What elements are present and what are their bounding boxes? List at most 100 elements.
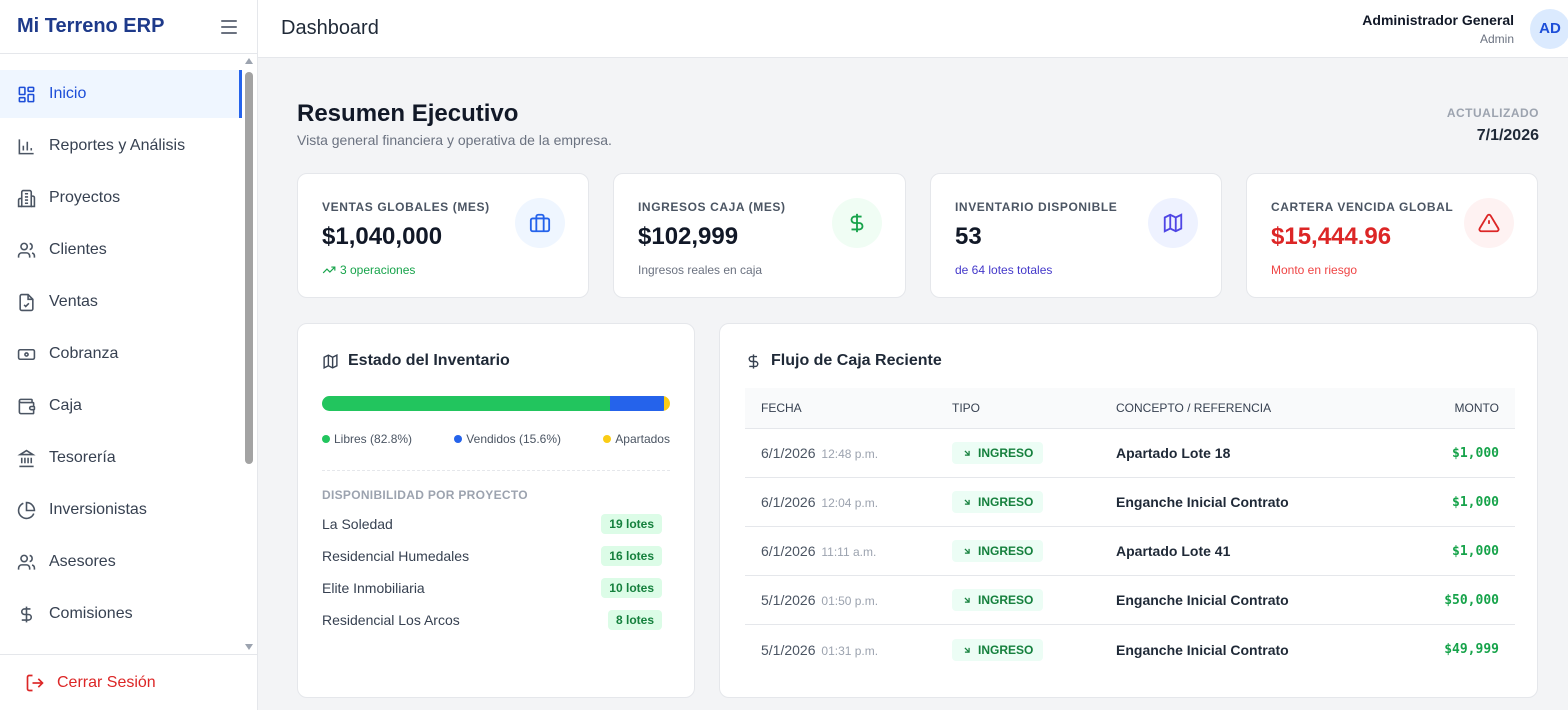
stat-value: $102,999 xyxy=(638,223,739,250)
section-subtitle: Vista general financiera y operativa de … xyxy=(297,132,612,148)
bar-segment-vendidos xyxy=(610,396,665,411)
inventory-card: Estado del Inventario Libres (82.8%) Ven… xyxy=(297,323,695,698)
lots-badge: 19 lotes xyxy=(601,514,662,534)
stat-label: INVENTARIO DISPONIBLE xyxy=(955,200,1118,214)
project-name: Residencial Los Arcos xyxy=(322,612,460,628)
bank-icon xyxy=(17,449,36,467)
cell-concept: Apartado Lote 41 xyxy=(1116,543,1231,559)
project-name: Residencial Humedales xyxy=(322,548,470,564)
sidebar-item-label: Asesores xyxy=(49,553,116,570)
arrow-down-right-icon xyxy=(964,450,970,456)
table-row[interactable]: 6/1/2026 12:48 p.m. INGRESO Apartado Lot… xyxy=(745,429,1515,478)
building-icon xyxy=(17,189,36,207)
inventory-title: Estado del Inventario xyxy=(322,352,670,370)
dollar-icon xyxy=(832,198,882,248)
stat-card-cartera: CARTERA VENCIDA GLOBAL $15,444.96 Monto … xyxy=(1246,173,1538,298)
sidebar-item-label: Comisiones xyxy=(49,605,133,622)
project-row: Elite Inmobiliaria 10 lotes xyxy=(322,572,670,604)
cashflow-title-text: Flujo de Caja Reciente xyxy=(771,352,942,369)
sidebar-item-comisiones[interactable]: Comisiones xyxy=(0,590,242,638)
users-icon xyxy=(17,554,36,570)
type-badge: INGRESO xyxy=(952,442,1044,464)
sidebar-item-ventas[interactable]: Ventas xyxy=(0,278,242,326)
topbar: Dashboard Administrador General Admin AD xyxy=(258,0,1568,58)
cell-date: 5/1/2026 01:50 p.m. xyxy=(761,592,879,608)
sidebar-item-label: Clientes xyxy=(49,241,107,258)
file-check-icon xyxy=(19,293,34,311)
map-icon xyxy=(1148,198,1198,248)
sidebar-item-label: Reportes y Análisis xyxy=(49,137,186,154)
sidebar-item-clientes[interactable]: Clientes xyxy=(0,226,242,274)
divider xyxy=(322,470,670,471)
col-header-concept[interactable]: CONCEPTO / REFERENCIA xyxy=(1116,401,1272,415)
table-row[interactable]: 6/1/2026 12:04 p.m. INGRESO Enganche Ini… xyxy=(745,478,1515,527)
banknote-icon xyxy=(17,348,36,360)
sidebar-item-reportes[interactable]: Reportes y Análisis xyxy=(0,122,242,170)
cell-type: INGRESO xyxy=(952,540,1116,562)
table-row[interactable]: 5/1/2026 01:50 p.m. INGRESO Enganche Ini… xyxy=(745,576,1515,625)
sidebar-scrollbar[interactable] xyxy=(243,56,255,652)
col-header-date[interactable]: FECHA xyxy=(761,401,802,415)
updated-date: 7/1/2026 xyxy=(1476,127,1539,144)
cashflow-table: FECHA TIPO CONCEPTO / REFERENCIA MONTO 6… xyxy=(745,388,1515,674)
scrollbar-thumb[interactable] xyxy=(245,72,253,464)
section-title: Resumen Ejecutivo xyxy=(297,100,519,127)
logout-label: Cerrar Sesión xyxy=(57,673,156,691)
cell-amount: $50,000 xyxy=(1444,592,1499,608)
brand-title: Mi Terreno ERP xyxy=(17,15,165,37)
stat-value: 53 xyxy=(955,223,982,250)
scroll-up-icon[interactable] xyxy=(245,58,253,64)
logout-button[interactable]: Cerrar Sesión xyxy=(0,654,258,710)
stat-label: CARTERA VENCIDA GLOBAL xyxy=(1271,200,1454,214)
table-row[interactable]: 6/1/2026 11:11 a.m. INGRESO Apartado Lot… xyxy=(745,527,1515,576)
inventory-legend: Libres (82.8%) Vendidos (15.6%) Apartado… xyxy=(322,432,670,446)
sidebar-item-proyectos[interactable]: Proyectos xyxy=(0,174,242,222)
bar-segment-libres xyxy=(322,396,611,411)
sidebar-header: Mi Terreno ERP xyxy=(0,0,257,54)
sidebar-item-inicio[interactable]: Inicio xyxy=(0,70,242,118)
sidebar-item-asesores[interactable]: Asesores xyxy=(0,538,242,586)
briefcase-icon xyxy=(515,198,565,248)
sidebar-item-cobranza[interactable]: Cobranza xyxy=(0,330,242,378)
stat-foot: Monto en riesgo xyxy=(1271,263,1513,277)
sidebar-item-label: Inicio xyxy=(49,85,87,102)
user-menu[interactable]: Administrador General Admin AD xyxy=(1362,8,1568,49)
arrow-down-right-icon xyxy=(964,597,970,603)
lots-badge: 8 lotes xyxy=(607,610,662,630)
page-title: Dashboard xyxy=(281,17,379,39)
updated-label: ACTUALIZADO xyxy=(1446,106,1539,120)
stat-card-ingresos: INGRESOS CAJA (MES) $102,999 Ingresos re… xyxy=(613,173,906,298)
cashflow-card: Flujo de Caja Reciente FECHA TIPO CONCEP… xyxy=(719,323,1538,698)
col-header-type[interactable]: TIPO xyxy=(952,401,981,415)
sidebar-item-inversionistas[interactable]: Inversionistas xyxy=(0,486,242,534)
cell-concept: Enganche Inicial Contrato xyxy=(1116,592,1289,608)
col-header-amount[interactable]: MONTO xyxy=(1454,401,1499,415)
cell-date: 6/1/2026 12:04 p.m. xyxy=(761,494,879,510)
trending-up-icon xyxy=(322,266,336,274)
inventory-bar xyxy=(322,396,670,411)
user-role: Admin xyxy=(1479,31,1514,46)
menu-icon[interactable] xyxy=(221,19,237,34)
cell-date: 5/1/2026 01:31 p.m. xyxy=(761,641,879,658)
avatar[interactable]: AD xyxy=(1530,8,1568,49)
users-icon xyxy=(17,242,36,258)
stat-label: VENTAS GLOBALES (MES) xyxy=(322,200,490,214)
project-row: La Soledad 19 lotes xyxy=(322,508,670,540)
sidebar: Mi Terreno ERP Inicio Reportes y Análisi… xyxy=(0,0,258,710)
stat-card-ventas: VENTAS GLOBALES (MES) $1,040,000 3 opera… xyxy=(297,173,589,298)
inventory-title-text: Estado del Inventario xyxy=(348,352,510,369)
type-badge: INGRESO xyxy=(952,491,1044,513)
table-row[interactable]: 5/1/2026 01:31 p.m. INGRESO Enganche Ini… xyxy=(745,625,1515,674)
stat-value: $15,444.96 xyxy=(1271,223,1392,250)
sidebar-item-tesoreria[interactable]: Tesorería xyxy=(0,434,242,482)
cell-amount: $49,999 xyxy=(1444,642,1499,657)
table-header: FECHA TIPO CONCEPTO / REFERENCIA MONTO xyxy=(745,388,1515,429)
project-row: Residencial Humedales 16 lotes xyxy=(322,540,670,572)
scroll-down-icon[interactable] xyxy=(245,644,253,650)
sidebar-item-label: Ventas xyxy=(49,293,98,310)
wallet-icon xyxy=(18,398,36,414)
map-icon xyxy=(323,353,338,369)
sidebar-item-caja[interactable]: Caja xyxy=(0,382,242,430)
bar-segment-apartados xyxy=(664,396,670,411)
stat-foot: de 64 lotes totales xyxy=(955,263,1197,277)
